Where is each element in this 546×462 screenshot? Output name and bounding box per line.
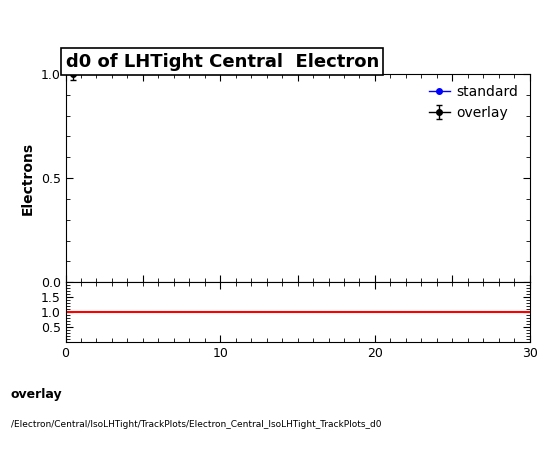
Legend: standard, overlay: standard, overlay: [425, 81, 523, 124]
Text: d0 of LHTight Central  Electron: d0 of LHTight Central Electron: [66, 53, 379, 71]
Text: overlay: overlay: [11, 388, 63, 401]
Text: /Electron/Central/IsoLHTight/TrackPlots/Electron_Central_IsoLHTight_TrackPlots_d: /Electron/Central/IsoLHTight/TrackPlots/…: [11, 420, 382, 429]
Y-axis label: Electrons: Electrons: [21, 141, 35, 215]
